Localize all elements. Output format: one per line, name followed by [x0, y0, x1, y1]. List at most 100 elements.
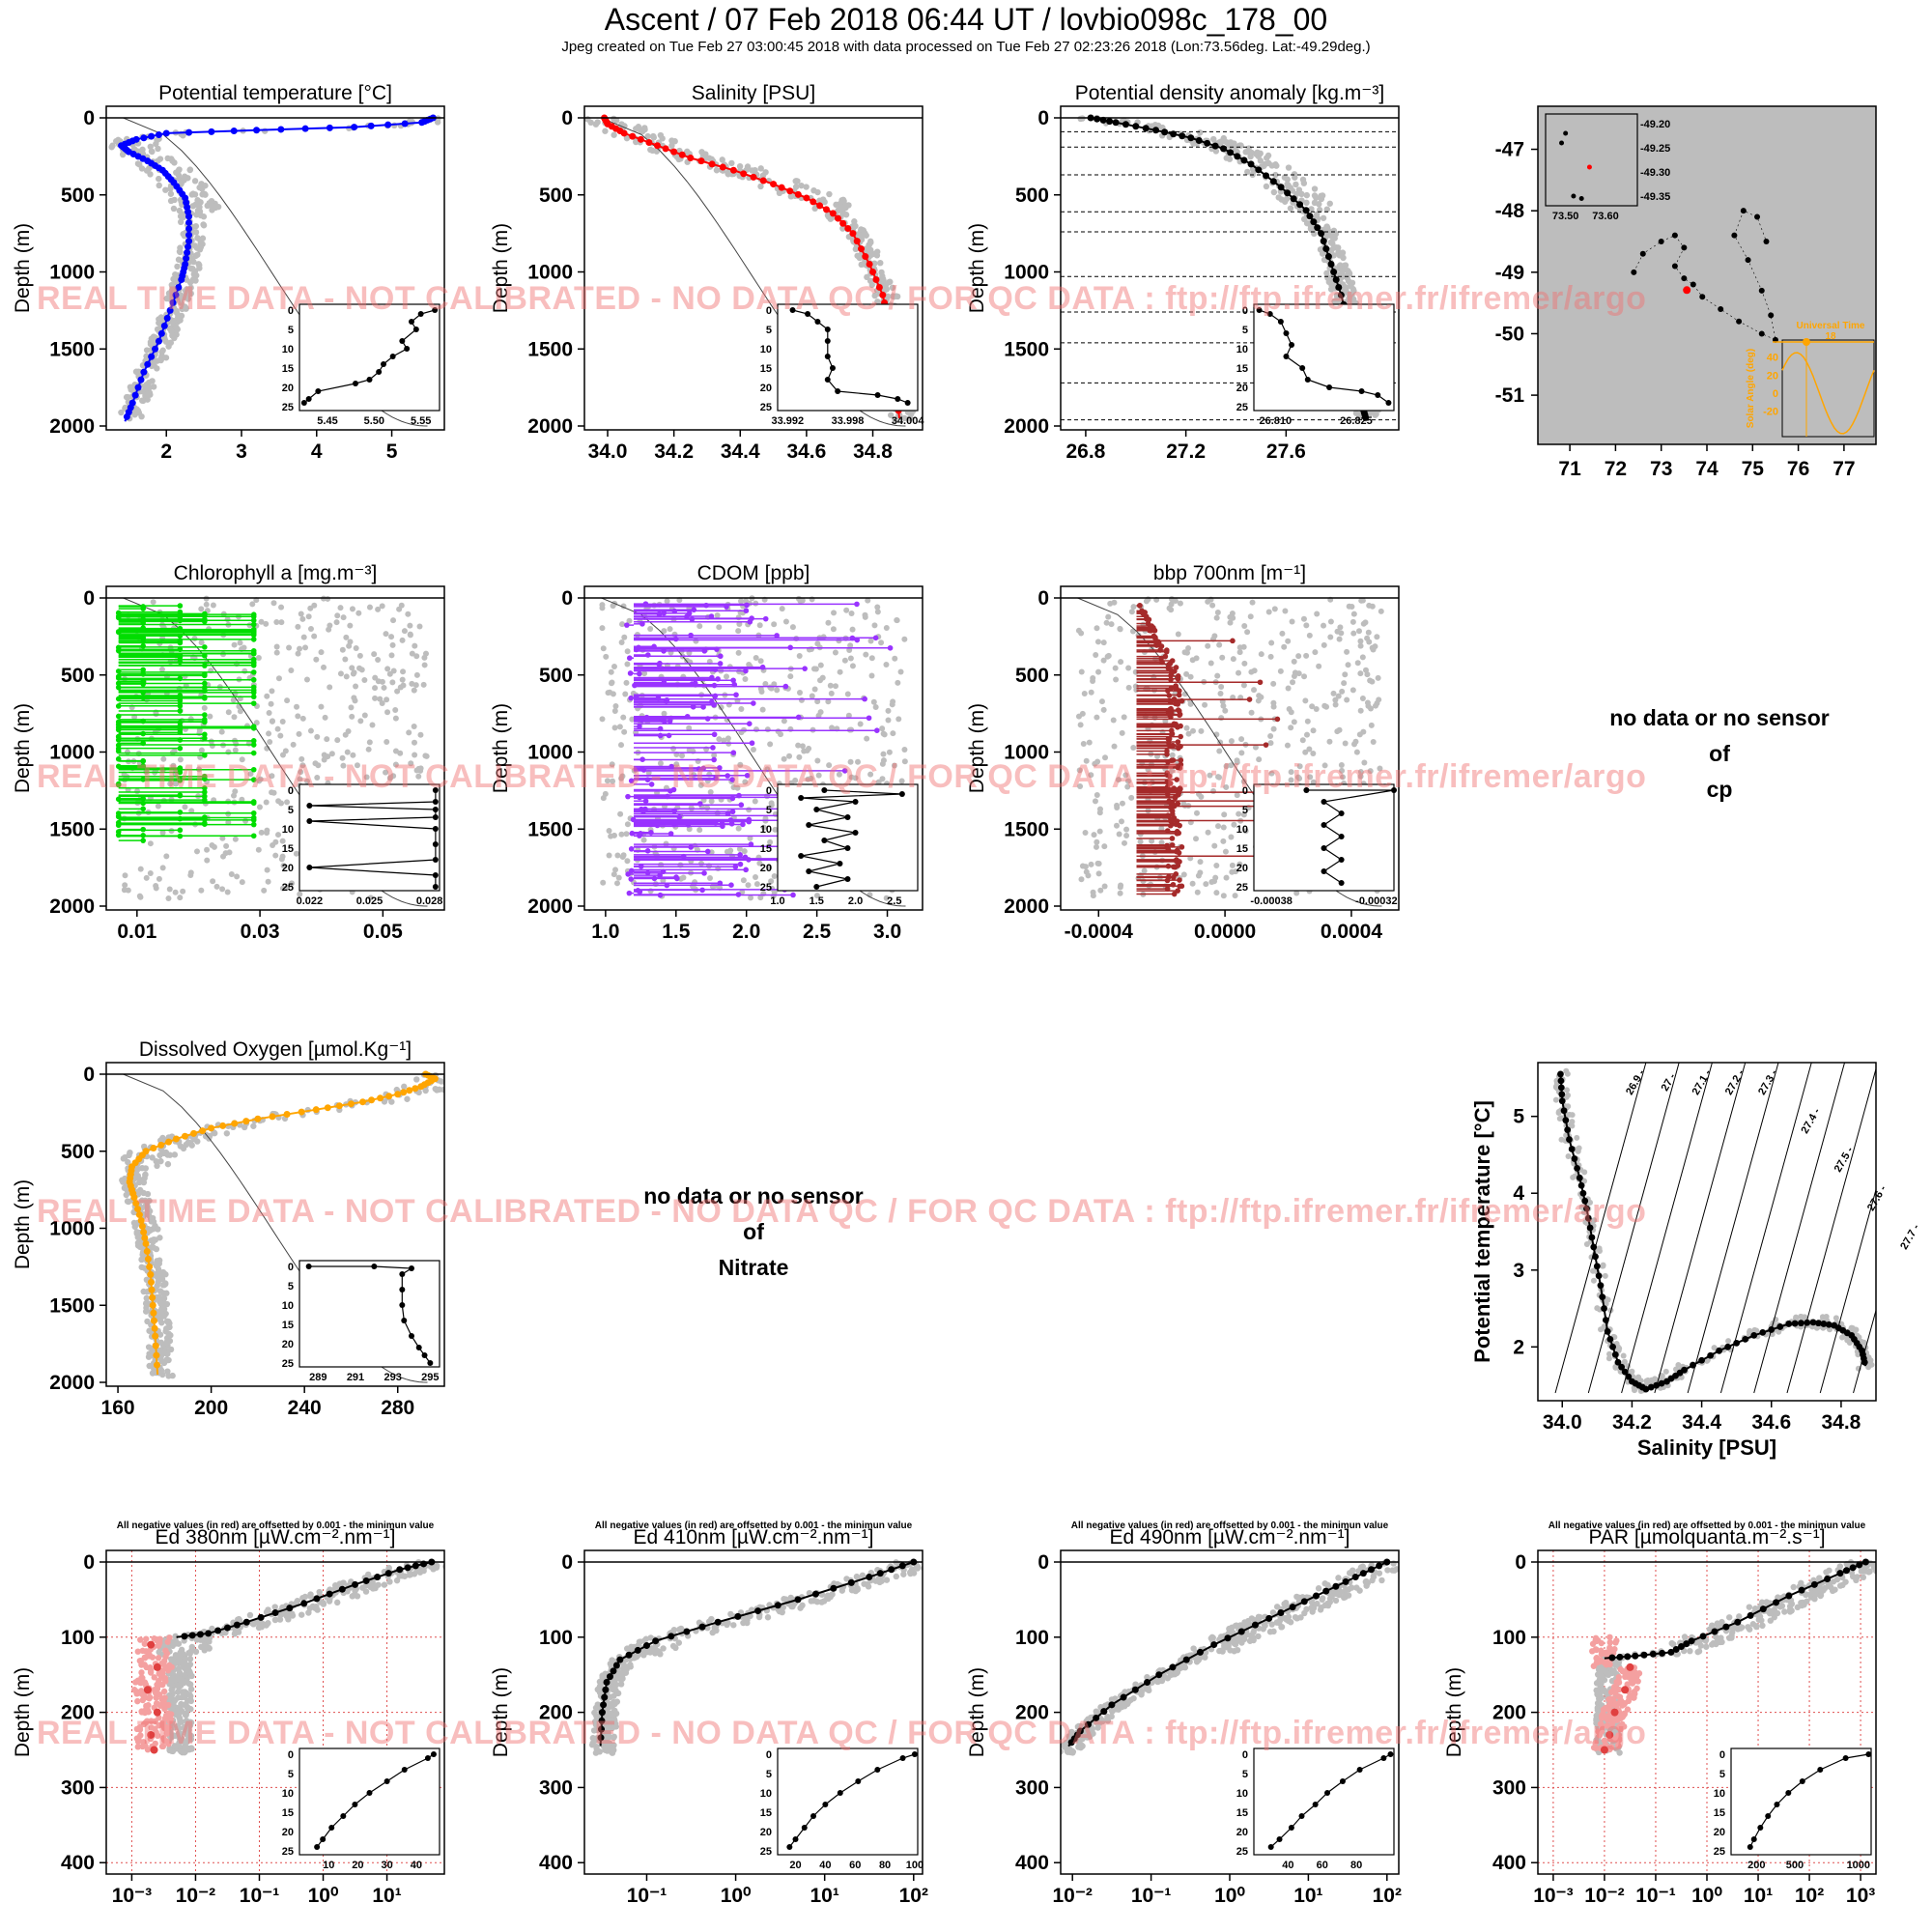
bbp-sample-point: [1165, 758, 1171, 765]
dens-profile-point: [1327, 261, 1335, 269]
chla-historical-point: [288, 880, 295, 887]
cdom-historical-point: [673, 761, 680, 768]
cdom-historical-point: [781, 718, 787, 724]
chla-historical-point: [375, 657, 382, 664]
dens-profile-point: [1170, 130, 1178, 138]
cdom-historical-point: [771, 889, 778, 895]
cdom-historical-point: [880, 751, 887, 757]
bbp-historical-point: [1377, 765, 1383, 772]
chla-sample-point: [202, 680, 208, 687]
bbp-xtick-label: 0.0004: [1321, 921, 1383, 943]
chla-inset-point: [432, 807, 439, 812]
bbp-historical-point: [1252, 744, 1259, 751]
sal-frame: [583, 105, 923, 431]
cdom-historical-point: [680, 874, 687, 881]
dens-historical-point: [1324, 274, 1331, 281]
cdom-sample-point: [654, 822, 661, 829]
chla-historical-point: [324, 736, 330, 743]
chla-sample-point: [250, 742, 257, 748]
bbp-historical-point: [1362, 619, 1369, 626]
bbp-historical-point: [1341, 680, 1348, 687]
cdom-sample-point: [802, 666, 808, 671]
temp-historical-point: [196, 265, 203, 271]
sal-historical-point: [871, 292, 878, 299]
sal-historical-point: [827, 215, 834, 222]
cdom-historical-point: [696, 827, 703, 834]
temp-historical-point: [261, 128, 269, 134]
cdom-sample-point: [743, 867, 749, 873]
chla-historical-point: [394, 688, 401, 695]
dens-inset-point: [1283, 354, 1290, 359]
dens-historical-point: [1257, 150, 1264, 157]
cdom-sample-point: [874, 727, 880, 733]
bbp-historical-point: [1172, 597, 1179, 604]
chla-historical-point: [321, 756, 327, 763]
chla-historical-point: [340, 614, 347, 621]
oxy-historical-point: [156, 1235, 163, 1241]
cdom-historical-point: [772, 826, 779, 833]
oxy-historical-point: [190, 1135, 198, 1143]
dens-profile-point: [1227, 149, 1235, 156]
bbp-historical-point: [1288, 777, 1294, 783]
bbp-historical-point: [1327, 634, 1334, 640]
chla-historical-point: [143, 874, 150, 881]
cdom-historical-point: [748, 895, 754, 901]
oxy-historical-point: [155, 1226, 161, 1233]
cdom-sample-point: [666, 732, 672, 739]
temp-profile-point: [175, 283, 183, 291]
bbp-ytick-label: 1000: [1004, 742, 1049, 764]
chla-historical-point: [298, 611, 304, 617]
bbp-historical-point: [1222, 707, 1229, 714]
chla-sample-point: [115, 819, 122, 826]
cdom-historical-point: [753, 881, 760, 888]
temp-profile-point: [185, 213, 193, 220]
sal-profile-point: [629, 132, 637, 140]
cdom-sample-point: [629, 830, 636, 837]
sal-historical-point: [698, 149, 705, 156]
cdom-sample-point: [701, 870, 707, 876]
cdom-historical-point: [796, 689, 803, 696]
dens-profile-point: [1187, 134, 1195, 142]
chla-historical-point: [353, 644, 359, 651]
chla-historical-point: [358, 667, 365, 673]
chla-sample-point: [250, 821, 257, 828]
dens-profile-point: [1255, 166, 1263, 174]
bbp-historical-point: [1310, 727, 1317, 734]
chla-sample-point: [202, 612, 208, 618]
chla-sample-point: [140, 826, 146, 833]
chla-ytick-label: 1000: [49, 742, 95, 764]
bbp-sample-point: [1174, 777, 1179, 782]
oxy-historical-point: [164, 1339, 171, 1346]
cdom-sample-point: [711, 731, 718, 738]
sal-profile-point: [729, 166, 737, 174]
oxy-historical-point: [141, 1175, 148, 1181]
cdom-historical-point: [848, 610, 855, 616]
dens-profile-point: [1320, 238, 1327, 245]
sal-historical-point: [814, 188, 821, 196]
dens-inset-point: [1375, 392, 1381, 398]
dens-profile-point: [1106, 118, 1114, 126]
cdom-historical-point: [698, 860, 705, 867]
bbp-historical-point: [1110, 717, 1117, 724]
dens-inset-point: [1266, 311, 1273, 317]
cdom-historical-point: [901, 636, 908, 642]
chla-historical-point: [399, 676, 406, 683]
chla-xtick-label: 0.01: [117, 921, 156, 943]
sal-historical-point: [839, 211, 846, 217]
dens-profile-point: [1142, 125, 1150, 132]
oxy-profile-point: [152, 1342, 159, 1350]
bbp-historical-point: [1220, 893, 1227, 899]
cdom-historical-point: [870, 698, 877, 705]
oxy-profile-point: [135, 1211, 143, 1219]
cdom-historical-point: [867, 638, 874, 644]
chla-sample-point: [115, 722, 122, 727]
temp-historical-point: [186, 166, 194, 173]
bbp-inset-xtick-label: -0.00038: [1250, 895, 1292, 907]
dens-historical-point: [1323, 223, 1330, 230]
oxy-profile-point: [406, 1087, 413, 1094]
cdom-historical-point: [849, 626, 856, 633]
cdom-sample-point: [742, 854, 749, 861]
chla-historical-point: [263, 799, 270, 806]
cdom-inset-ytick-label: 25: [760, 882, 772, 894]
chla-historical-point: [177, 756, 184, 763]
